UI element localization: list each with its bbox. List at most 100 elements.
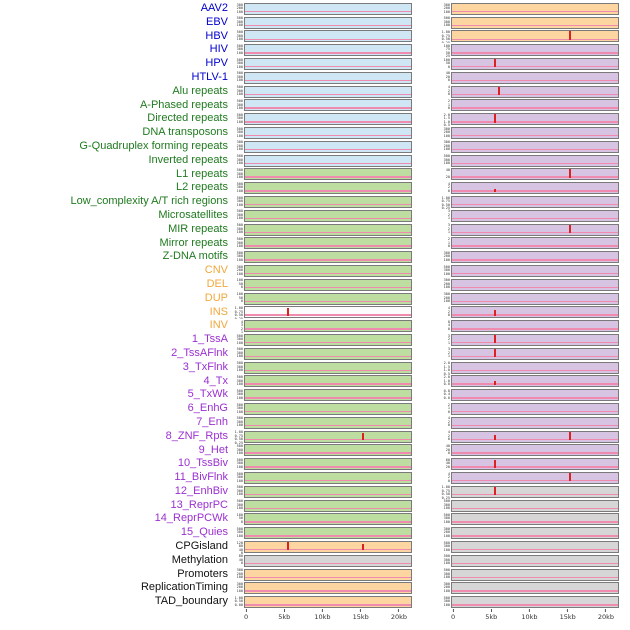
y-tick-label: 0	[447, 451, 450, 455]
y-tick-label: 200	[443, 295, 450, 300]
y-tick-label: 500	[236, 126, 243, 131]
y-axis-ticks: 1.00 0.50 0.00	[231, 595, 244, 609]
column-gap	[412, 499, 438, 513]
y-tick-label: 1	[447, 340, 450, 345]
density-plot-left	[244, 209, 412, 222]
density-plot-right	[451, 320, 619, 333]
y-tick-label: 50	[238, 295, 243, 300]
y-axis-ticks: 500 300 100	[231, 85, 244, 99]
y-tick-label: 100	[236, 50, 243, 55]
y-tick-label: 100	[236, 423, 243, 428]
feature-row: 9_Het 500 300 100 40 20 0	[0, 444, 630, 458]
density-plot-left	[244, 278, 412, 291]
row-label: A-Phased repeats	[139, 98, 228, 111]
column-gap	[409, 609, 435, 622]
y-tick-label: 300	[236, 19, 243, 24]
x-axis-left: 0 5kb 10kb 15kb 20kb	[241, 609, 409, 622]
y-axis-ticks: 500 300 100	[438, 540, 451, 554]
y-tick-label: 1	[240, 330, 243, 334]
y-tick-label: 500	[236, 499, 243, 504]
x-tick-label: 20kb	[391, 609, 407, 621]
y-tick-label: 300	[236, 254, 243, 259]
y-tick-label: 2.0	[443, 112, 450, 117]
density-plot-right	[451, 596, 619, 609]
y-tick-label: 500	[236, 195, 243, 200]
y-tick-label: 100	[236, 506, 243, 511]
row-label: 1_TssA	[191, 333, 228, 346]
y-tick-label: 200	[236, 268, 243, 273]
feature-row: 10_TssBiv 500 300 100 60 40 20	[0, 457, 630, 471]
y-axis-ticks: 500 300 100	[231, 416, 244, 430]
y-tick-label: 300	[236, 116, 243, 121]
y-tick-label: 2	[447, 185, 450, 190]
y-axis-ticks: 1.000.750.500.250.00	[438, 30, 451, 44]
y-tick-label: 100	[236, 271, 243, 276]
column-gap	[412, 402, 438, 416]
y-tick-label: 2	[447, 475, 450, 480]
feature-row: DUP 100 50 0 300 200 100	[0, 292, 630, 306]
column-gap	[412, 112, 438, 126]
density-baseline	[452, 355, 618, 358]
y-axis-ticks: 500 300 100	[231, 250, 244, 264]
y-tick-label: 300	[443, 581, 450, 586]
density-plot-right	[451, 471, 619, 484]
y-tick-label: 20	[445, 447, 450, 452]
column-gap	[412, 568, 438, 582]
density-baseline	[245, 79, 411, 82]
y-tick-label: 0.0	[443, 395, 450, 400]
y-tick-label: 500	[236, 361, 243, 366]
density-plot-left	[244, 237, 412, 250]
density-baseline	[245, 231, 411, 234]
feature-row: DNA transposons 500 300 100 300 200 100	[0, 126, 630, 140]
signal-spike	[569, 472, 572, 482]
y-tick-label: 0.75	[441, 488, 450, 493]
column-gap	[412, 278, 438, 292]
density-baseline	[245, 590, 411, 592]
density-plot-left	[244, 99, 412, 112]
y-tick-label: 100	[236, 533, 243, 538]
column-gap	[412, 16, 438, 30]
density-plot-right	[451, 485, 619, 498]
y-tick-label: 1.00	[441, 195, 450, 200]
density-plot-left	[244, 71, 412, 84]
density-plot-right	[451, 430, 619, 443]
y-axis-ticks: 1.000.750.500.250.00	[231, 430, 244, 444]
y-tick-label: 100	[236, 188, 243, 193]
density-baseline	[452, 245, 618, 247]
density-plot-right	[451, 140, 619, 153]
signal-spike	[569, 169, 572, 178]
row-label: Inverted repeats	[148, 153, 229, 166]
y-tick-label: 500	[236, 223, 243, 228]
density-plot-right	[451, 182, 619, 195]
feature-row: Microsatellites 500 300 100 3 2 1	[0, 209, 630, 223]
density-plot-left	[244, 430, 412, 443]
x-tick-label: 0	[451, 609, 455, 621]
density-plot-left	[244, 568, 412, 581]
density-baseline	[245, 204, 411, 206]
y-tick-label: 100	[236, 478, 243, 483]
column-gap	[412, 71, 438, 85]
density-baseline	[452, 135, 618, 137]
density-baseline	[245, 217, 411, 220]
row-label: 5_TxWk	[187, 388, 228, 401]
row-label: Promoters	[177, 567, 228, 580]
y-tick-label: 100	[236, 451, 243, 455]
density-baseline	[245, 342, 411, 344]
density-plot-right	[451, 499, 619, 512]
y-tick-label: 0.4	[443, 392, 450, 397]
density-plot-left	[244, 140, 412, 153]
y-tick-label: 25	[445, 54, 450, 58]
y-tick-label: 300	[236, 447, 243, 452]
y-tick-label: 500	[443, 512, 450, 517]
density-plot-left	[244, 527, 412, 540]
y-axis-ticks: 500 300 100	[438, 264, 451, 278]
y-tick-label: 300	[443, 544, 450, 549]
y-axis-ticks: 80 40 0	[231, 554, 244, 568]
y-axis-ticks: 300 200 100	[231, 581, 244, 595]
y-tick-label: 2	[447, 309, 450, 314]
density-baseline	[245, 52, 411, 54]
signal-spike	[493, 114, 496, 123]
